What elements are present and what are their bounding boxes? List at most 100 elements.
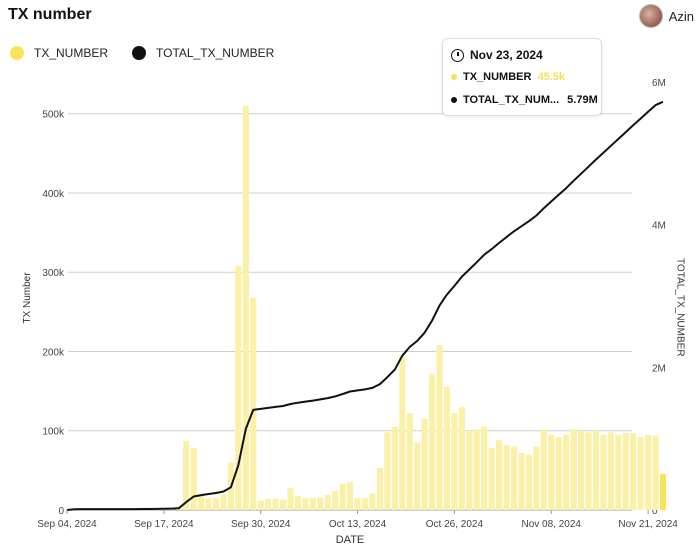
bar: [428, 373, 436, 510]
bar: [242, 105, 249, 511]
legend-item-tx-number[interactable]: TX_NUMBER: [10, 46, 108, 60]
bar: [637, 437, 644, 510]
bar: [190, 448, 197, 510]
bar: [265, 498, 272, 510]
legend-item-total-tx-number[interactable]: TOTAL_TX_NUMBER: [132, 46, 274, 60]
legend-swatch-total-tx-number: [132, 46, 147, 60]
bar: [309, 498, 316, 510]
bar: [496, 440, 503, 510]
y-tick-label-left: 400k: [42, 189, 65, 200]
bar: [347, 482, 354, 510]
bar: [443, 387, 451, 510]
bar: [257, 500, 264, 510]
bar: [384, 432, 391, 510]
bar: [369, 493, 376, 510]
legend-label-tx-number: TX_NUMBER: [34, 46, 109, 60]
bar: [302, 498, 309, 510]
x-tick-label: Nov 21, 2024: [618, 519, 678, 530]
user-name: Azin: [668, 8, 694, 24]
bar: [518, 452, 525, 510]
bar: [376, 467, 383, 510]
bar-highlighted: [659, 473, 667, 510]
bar: [645, 434, 652, 510]
bar: [503, 445, 510, 510]
clock-icon: [451, 48, 464, 62]
bar: [279, 499, 287, 510]
y-tick-label-right: 0: [652, 506, 658, 517]
bar: [212, 498, 220, 510]
tooltip-label-tx-number: TX_NUMBER: [463, 71, 532, 83]
bar: [287, 487, 294, 510]
y-tick-label-left: 300k: [42, 268, 65, 279]
tooltip-swatch-tx-number: [451, 74, 457, 80]
bar: [510, 446, 518, 510]
bar: [272, 498, 279, 510]
bar: [250, 297, 257, 510]
user-menu[interactable]: Azin: [638, 4, 694, 28]
x-tick-label: Oct 26, 2024: [426, 519, 484, 530]
tooltip-swatch-total-tx-number: [451, 97, 457, 103]
bar: [525, 454, 532, 510]
bar: [652, 435, 659, 510]
chart-legend: TX_NUMBER TOTAL_TX_NUMBER: [10, 46, 298, 60]
x-tick-label: Sep 04, 2024: [37, 519, 97, 530]
tooltip-date: Nov 23, 2024: [470, 48, 543, 62]
bar: [577, 430, 585, 510]
avatar[interactable]: [638, 4, 663, 28]
bar: [473, 429, 480, 510]
bar: [607, 432, 614, 510]
bar: [570, 429, 577, 510]
y-axis-right-title: TOTAL_TX_NUMBER: [674, 258, 686, 357]
bar: [630, 433, 637, 510]
bar: [294, 495, 302, 510]
series-line-total-tx-number: [66, 100, 664, 511]
bar: [563, 434, 570, 510]
bar: [466, 430, 473, 510]
bar: [205, 498, 212, 510]
bar: [406, 413, 413, 510]
y-tick-label-right: 6M: [652, 78, 666, 89]
x-tick-label: Oct 13, 2024: [329, 519, 387, 530]
tooltip-label-total-tx-number: TOTAL_TX_NUM...: [463, 94, 560, 106]
bar: [533, 446, 540, 510]
bar: [555, 437, 562, 510]
bar: [421, 418, 428, 510]
y-tick-label-left: 200k: [42, 347, 65, 358]
y-tick-label-right: 2M: [652, 363, 666, 374]
bar: [458, 406, 465, 510]
bar: [622, 433, 629, 510]
bar: [436, 345, 443, 510]
bar: [361, 498, 369, 510]
bar: [391, 426, 398, 510]
y-tick-label-right: 4M: [652, 221, 666, 232]
bar: [317, 497, 324, 510]
tooltip-row-tx-number: TX_NUMBER 45.5k: [451, 71, 565, 83]
x-axis-title: DATE: [335, 534, 365, 546]
y-tick-label-left: 0: [58, 506, 64, 517]
x-tick-label: Nov 08, 2024: [522, 519, 582, 530]
tooltip-date-row: Nov 23, 2024: [451, 48, 543, 62]
page-title: TX number: [8, 6, 92, 23]
bar: [481, 426, 488, 510]
bar: [592, 430, 600, 510]
chart-tooltip: Nov 23, 2024 TX_NUMBER 45.5k TOTAL_TX_NU…: [442, 38, 602, 116]
bar: [339, 483, 346, 510]
bar: [540, 429, 547, 510]
bar: [585, 432, 592, 510]
bar: [220, 494, 227, 510]
bar: [198, 494, 205, 510]
x-tick-label: Sep 17, 2024: [134, 519, 194, 530]
bar: [488, 448, 495, 510]
y-tick-label-left: 500k: [42, 110, 65, 121]
bar: [324, 494, 331, 510]
bar: [451, 413, 458, 510]
bar: [600, 434, 607, 510]
tooltip-value-tx-number: 45.5k: [537, 71, 565, 83]
tooltip-row-total-tx-number: TOTAL_TX_NUM... 5.79M: [451, 94, 598, 106]
y-axis-left-title: TX Number: [22, 272, 34, 324]
legend-label-total-tx-number: TOTAL_TX_NUMBER: [156, 46, 275, 60]
bar: [399, 355, 406, 510]
bar: [183, 441, 190, 510]
tooltip-value-total-tx-number: 5.79M: [567, 94, 598, 106]
